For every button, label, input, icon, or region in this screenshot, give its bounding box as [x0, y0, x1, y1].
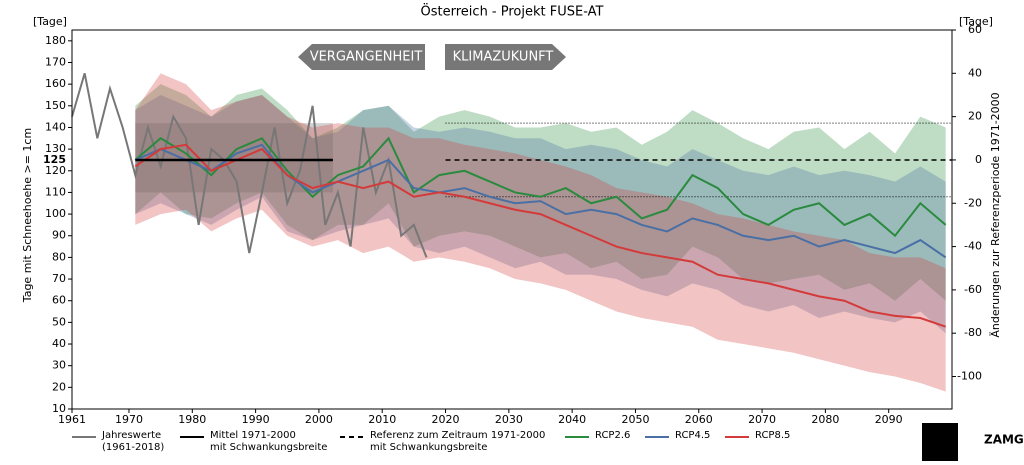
y-tick-label: 110 [45, 185, 66, 198]
y-tick-label: 160 [45, 77, 66, 90]
chart-title: Österreich - Projekt FUSE-AT [421, 3, 604, 20]
series-line [134, 136, 947, 238]
y-axis-label: Tage mit Schneehoehe >= 1cm [21, 128, 34, 303]
y2-tick-label: 0 [975, 153, 982, 166]
arrow-right [445, 44, 566, 70]
x-tick-label: 1990 [242, 413, 270, 426]
logo-icon [922, 423, 958, 461]
y-tick-label: 170 [45, 55, 66, 68]
legend-label: Referenz zum Zeitraum 1971-2000 mit Schw… [370, 430, 546, 453]
y-tick-label: 100 [45, 207, 66, 220]
y-tick-label: 80 [52, 250, 66, 263]
legend-label: RCP4.5 [675, 430, 711, 441]
x-tick-label: 1980 [178, 413, 206, 426]
arrow-left [298, 44, 425, 70]
y2-axis-label: Änderungen zur Referenzperiode 1971-2000 [989, 92, 1002, 337]
series-line [134, 143, 946, 328]
annotation: VERGANGENHEIT [310, 50, 423, 65]
range-band [135, 84, 946, 301]
x-tick-label: 2060 [685, 413, 713, 426]
y2-tick-label: -40 [964, 240, 982, 253]
y2-tick-label: -20 [964, 196, 982, 209]
y-tick-label: 70 [52, 272, 66, 285]
legend-label: Mittel 1971-2000 mit Schwankungsbreite [210, 430, 328, 453]
y2-tick-label: 20 [968, 110, 982, 123]
x-tick-label: 2010 [368, 413, 396, 426]
legend-label: RCP8.5 [755, 430, 791, 441]
logo-text: ZAMG [984, 433, 1024, 447]
annotation: KLIMAZUKUNFT [453, 50, 554, 65]
y2-tick-label: 60 [968, 23, 982, 36]
legend-label: RCP2.6 [595, 430, 631, 441]
series-line [134, 143, 947, 259]
y-tick-label: 40 [52, 337, 66, 350]
y-tick-label: 130 [45, 142, 66, 155]
x-tick-label: 1961 [58, 413, 86, 426]
x-tick-label: 2080 [811, 413, 839, 426]
mean-label: 125 [43, 153, 66, 166]
y-tick-label: 50 [52, 315, 66, 328]
x-tick-label: 1970 [115, 413, 143, 426]
series-line [71, 73, 428, 258]
y-tick-label: 140 [45, 120, 66, 133]
y-tick-label: 60 [52, 294, 66, 307]
x-tick-label: 2020 [432, 413, 460, 426]
x-tick-label: 2040 [558, 413, 586, 426]
y-tick-label: 180 [45, 34, 66, 47]
x-tick-label: 2000 [305, 413, 333, 426]
y2-tick-label: -100 [957, 370, 982, 383]
y2-tick-label: -80 [964, 326, 982, 339]
y2-unit: [Tage] [959, 15, 993, 28]
y-tick-label: 90 [52, 229, 66, 242]
y-tick-label: 20 [52, 380, 66, 393]
x-tick-label: 2030 [495, 413, 523, 426]
x-tick-label: 2090 [875, 413, 903, 426]
range-band [135, 73, 946, 392]
y-tick-label: 120 [45, 164, 66, 177]
y-unit: [Tage] [33, 15, 67, 28]
plot-frame [71, 29, 953, 410]
y-tick-label: 30 [52, 359, 66, 372]
y-tick-label: 10 [52, 402, 66, 415]
y-tick-label: 150 [45, 99, 66, 112]
x-tick-label: 2050 [621, 413, 649, 426]
x-tick-label: 2070 [748, 413, 776, 426]
legend-label: Jahreswerte (1961-2018) [102, 430, 165, 453]
y2-tick-label: 40 [968, 66, 982, 79]
y2-tick-label: -60 [964, 283, 982, 296]
plot [71, 73, 952, 392]
